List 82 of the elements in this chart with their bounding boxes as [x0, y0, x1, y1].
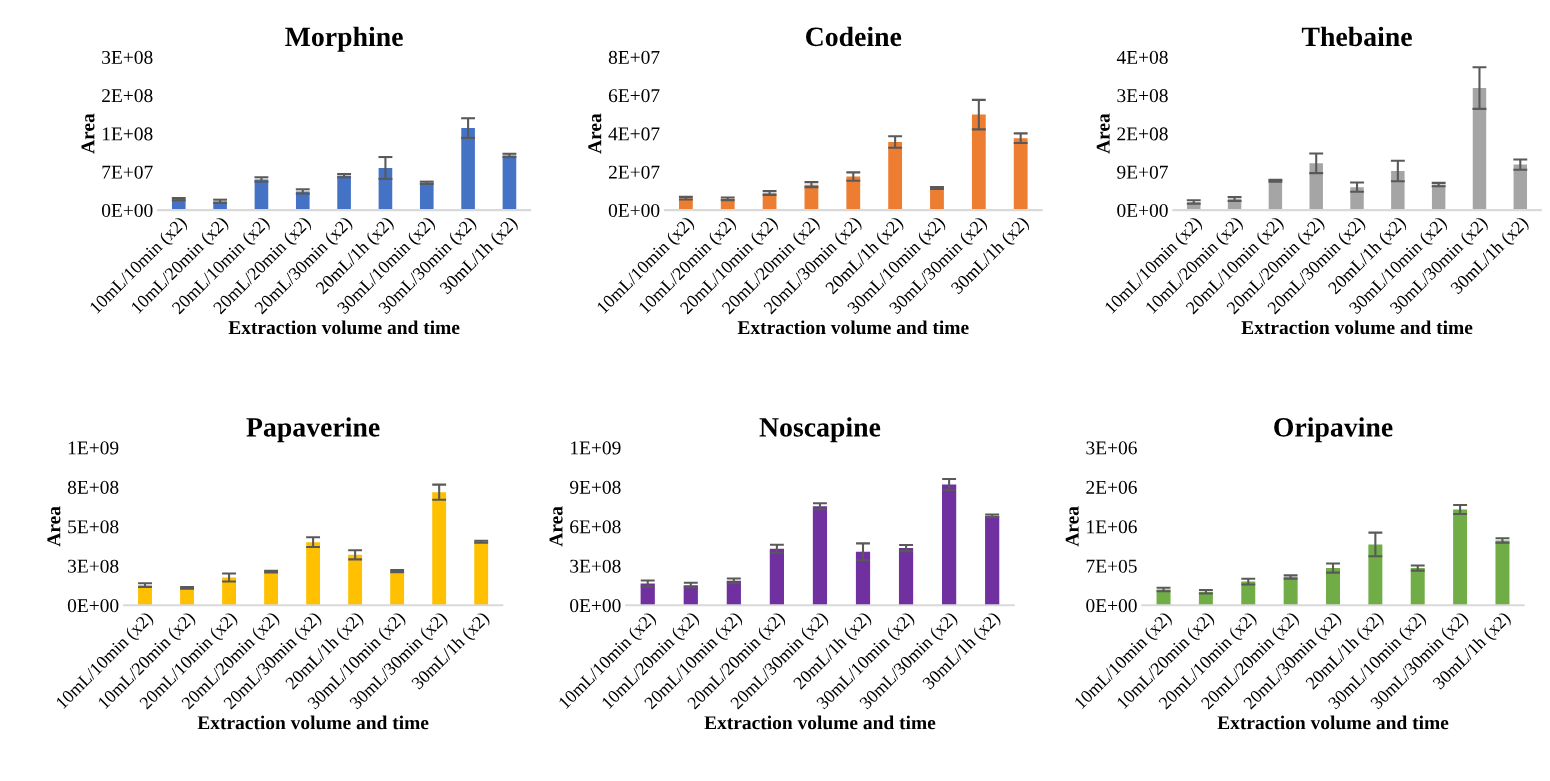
- bar: [306, 542, 321, 606]
- y-tick-label: 0E+00: [67, 599, 119, 613]
- y-tick-label: 0E+00: [1117, 203, 1168, 218]
- bar: [432, 492, 447, 606]
- bar: [1309, 163, 1323, 211]
- y-tick-label: 8E+08: [67, 480, 119, 494]
- bar: [812, 506, 828, 606]
- chart-title: Papaverine: [246, 417, 380, 443]
- y-axis-title: Area: [588, 113, 602, 154]
- y-tick-label: 1E+09: [571, 441, 621, 455]
- y-tick-label: 1E+09: [68, 441, 119, 455]
- bar: [461, 128, 475, 211]
- bar: [1283, 577, 1298, 606]
- y-tick-label: 7E+05: [1086, 559, 1137, 573]
- bar: [390, 571, 405, 606]
- y-tick-label: 2E+08: [102, 89, 153, 103]
- bar: [769, 548, 784, 606]
- bar: [1410, 568, 1425, 606]
- y-tick-label: 3E+06: [1086, 441, 1137, 455]
- bar: [1326, 568, 1340, 606]
- bar: [930, 187, 944, 211]
- bar: [1495, 540, 1510, 606]
- x-axis-title: Extraction volume and time: [228, 320, 460, 335]
- y-tick-label: 6E+07: [608, 89, 660, 103]
- bar: [971, 114, 986, 211]
- y-tick-label: 8E+07: [608, 50, 660, 64]
- y-tick-label: 0E+00: [570, 599, 621, 613]
- y-axis-title: Area: [81, 113, 95, 154]
- x-axis-title: Extraction volume and time: [1217, 715, 1449, 730]
- x-axis-title: Extraction volume and time: [1241, 320, 1473, 335]
- bar: [898, 548, 914, 606]
- y-axis-title: Area: [47, 506, 61, 547]
- bar: [264, 571, 279, 606]
- y-axis-title: Area: [1065, 506, 1079, 547]
- bar: [419, 182, 434, 211]
- bar: [1013, 138, 1028, 211]
- bar: [502, 155, 517, 211]
- y-tick-label: 3E+08: [68, 559, 119, 573]
- y-tick-label: 9E+08: [569, 480, 621, 494]
- chart-title: Noscapine: [759, 417, 881, 443]
- y-tick-label: 2E+06: [1086, 480, 1137, 494]
- y-tick-label: 1E+08: [102, 127, 153, 141]
- bar: [1268, 180, 1283, 211]
- y-axis-title: Area: [1096, 113, 1110, 154]
- y-tick-label: 4E+08: [1116, 50, 1168, 64]
- bar: [1391, 170, 1405, 211]
- bar: [254, 179, 269, 211]
- y-tick-label: 4E+07: [608, 127, 660, 141]
- y-tick-label: 9E+07: [1117, 165, 1168, 179]
- y-tick-label: 2E+08: [1117, 127, 1168, 141]
- y-tick-label: 3E+08: [1117, 89, 1168, 103]
- y-tick-label: 7E+07: [102, 165, 153, 179]
- bar: [1453, 509, 1468, 606]
- y-axis-title: Area: [549, 506, 563, 547]
- bar: [222, 577, 236, 606]
- bar: [888, 141, 903, 211]
- bar: [942, 484, 957, 606]
- y-tick-label: 1E+06: [1087, 520, 1137, 534]
- y-tick-label: 5E+08: [68, 520, 119, 534]
- chart-title: Codeine: [806, 26, 902, 47]
- chart-title: Thebaine: [1301, 26, 1412, 47]
- bar: [855, 551, 871, 606]
- bar: [846, 176, 861, 211]
- bar: [348, 554, 363, 606]
- bar: [1368, 544, 1383, 606]
- y-tick-label: 0E+00: [1086, 599, 1137, 613]
- y-tick-label: 0E+00: [101, 203, 153, 218]
- bar: [1513, 164, 1528, 211]
- y-tick-label: 3E+08: [102, 50, 153, 64]
- chart-title: Oripavine: [1274, 417, 1393, 443]
- x-axis-title: Extraction volume and time: [704, 715, 936, 730]
- x-axis-title: Extraction volume and time: [197, 715, 429, 730]
- y-tick-label: 0E+00: [608, 203, 660, 218]
- chart-title: Morphine: [285, 26, 403, 52]
- bar: [474, 541, 489, 606]
- bar: [985, 515, 1000, 606]
- x-axis-title: Extraction volume and time: [737, 320, 969, 335]
- y-tick-label: 6E+08: [570, 520, 621, 534]
- y-tick-label: 2E+07: [608, 165, 660, 179]
- bar: [1472, 88, 1487, 211]
- y-tick-label: 3E+08: [570, 559, 621, 573]
- bar: [337, 175, 351, 211]
